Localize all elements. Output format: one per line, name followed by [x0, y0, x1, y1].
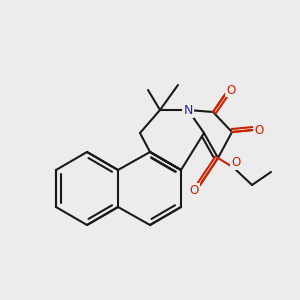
- Text: N: N: [183, 103, 193, 116]
- Text: O: O: [231, 157, 241, 169]
- Text: O: O: [226, 83, 236, 97]
- Text: O: O: [189, 184, 199, 196]
- Text: O: O: [254, 124, 264, 136]
